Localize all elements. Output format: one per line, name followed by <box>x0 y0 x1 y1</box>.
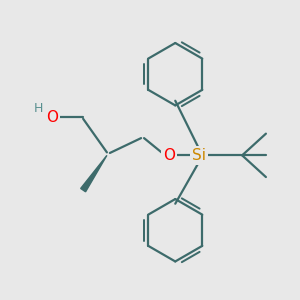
Text: O: O <box>46 110 58 125</box>
Text: H: H <box>34 103 43 116</box>
Text: O: O <box>163 148 175 163</box>
Polygon shape <box>81 155 107 192</box>
Text: Si: Si <box>192 148 206 163</box>
